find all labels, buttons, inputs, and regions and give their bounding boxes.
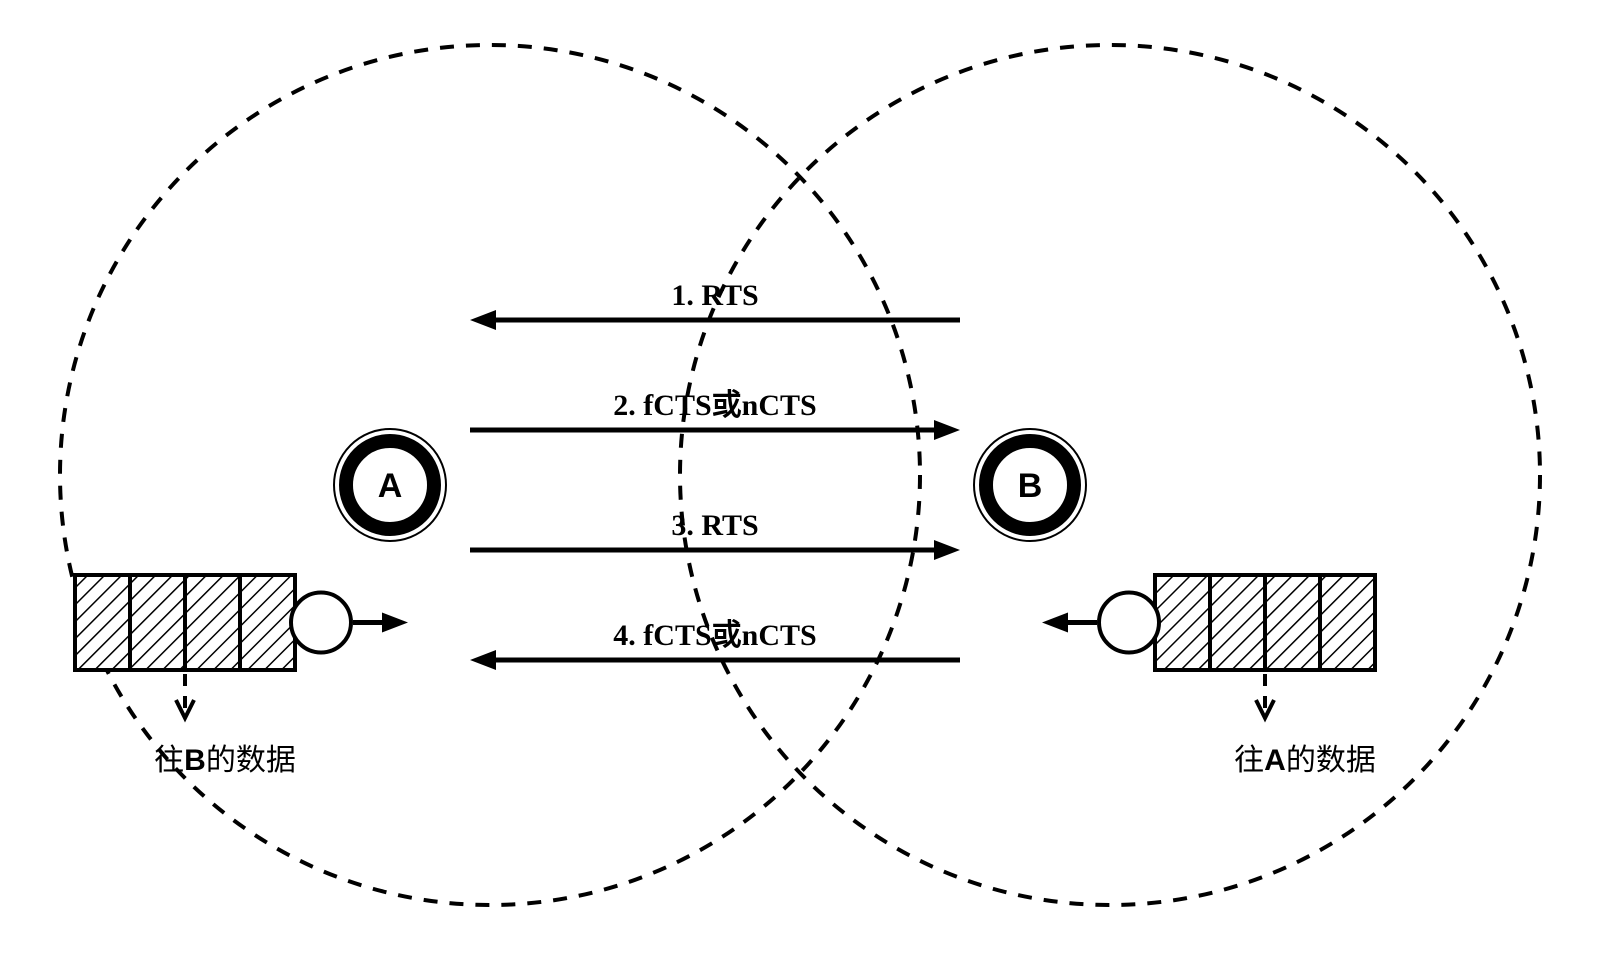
msg-arrow-2 [470, 420, 960, 440]
diagram-canvas: 1. RTS 2. fCTS或nCTS 3. RTS 4. fCTS或nCTS A B 往B… [0, 0, 1611, 967]
queue-left-down-arrow [176, 674, 194, 718]
queue-right: 往A的数据 [1099, 575, 1376, 777]
queue-left-out-arrow [353, 613, 408, 633]
node-A: A [334, 429, 446, 541]
node-label-B: B [1018, 467, 1043, 505]
msg-label-3: 3. RTS [671, 509, 758, 542]
msg-arrow-4 [470, 650, 960, 670]
msg-arrow-3 [470, 540, 960, 560]
msg-label-4: 4. fCTS或nCTS [613, 619, 816, 652]
queue-right-label: 往A的数据 [1234, 744, 1376, 777]
range-circle-right [680, 45, 1540, 905]
queue-right-down-arrow [1256, 674, 1274, 718]
msg-label-2: 2. fCTS或nCTS [613, 389, 816, 422]
node-B: B [974, 429, 1086, 541]
queue-left: 往B的数据 [75, 575, 351, 777]
queue-right-out-arrow [1042, 613, 1097, 633]
queue-left-label: 往B的数据 [154, 744, 296, 777]
node-label-A: A [378, 467, 403, 505]
msg-label-1: 1. RTS [671, 279, 758, 312]
